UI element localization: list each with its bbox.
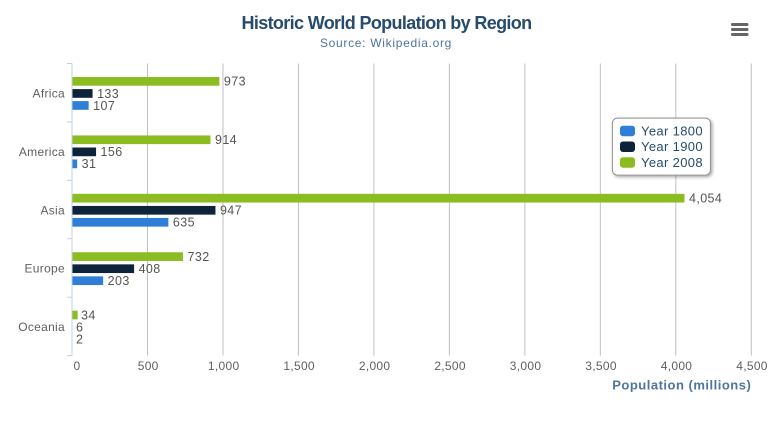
svg-text:6: 6 — [76, 320, 83, 334]
svg-text:156: 156 — [101, 145, 123, 159]
svg-text:4,000: 4,000 — [661, 359, 693, 373]
svg-text:4,054: 4,054 — [689, 191, 722, 205]
svg-text:1,500: 1,500 — [283, 359, 315, 373]
svg-text:0: 0 — [74, 359, 81, 373]
svg-text:2: 2 — [76, 332, 83, 346]
svg-text:34: 34 — [81, 308, 96, 322]
svg-text:947: 947 — [220, 204, 242, 218]
svg-text:Europe: Europe — [25, 262, 66, 276]
svg-text:Population (millions): Population (millions) — [612, 378, 751, 393]
svg-text:732: 732 — [188, 250, 210, 264]
svg-text:Source: Wikipedia.org: Source: Wikipedia.org — [320, 36, 452, 50]
svg-text:4,500: 4,500 — [736, 359, 768, 373]
svg-text:Year 2008: Year 2008 — [641, 155, 703, 170]
svg-text:Asia: Asia — [40, 203, 65, 217]
svg-text:America: America — [19, 145, 65, 159]
svg-text:Oceania: Oceania — [18, 320, 65, 334]
svg-text:203: 203 — [108, 274, 130, 288]
svg-text:500: 500 — [138, 359, 159, 373]
svg-text:107: 107 — [93, 99, 115, 113]
svg-text:Historic World Population by R: Historic World Population by Region — [242, 13, 532, 33]
svg-text:133: 133 — [97, 87, 119, 101]
svg-text:2,000: 2,000 — [359, 359, 391, 373]
svg-text:973: 973 — [224, 75, 246, 89]
svg-text:2,500: 2,500 — [434, 359, 466, 373]
svg-text:3,500: 3,500 — [585, 359, 617, 373]
svg-text:Year 1800: Year 1800 — [641, 123, 703, 138]
svg-text:3,000: 3,000 — [510, 359, 542, 373]
svg-text:31: 31 — [82, 157, 97, 171]
svg-text:1,000: 1,000 — [208, 359, 240, 373]
svg-text:Year 1900: Year 1900 — [641, 139, 703, 154]
svg-text:Africa: Africa — [33, 86, 65, 100]
svg-text:914: 914 — [215, 133, 237, 147]
svg-text:635: 635 — [173, 216, 195, 230]
svg-text:408: 408 — [139, 262, 161, 276]
